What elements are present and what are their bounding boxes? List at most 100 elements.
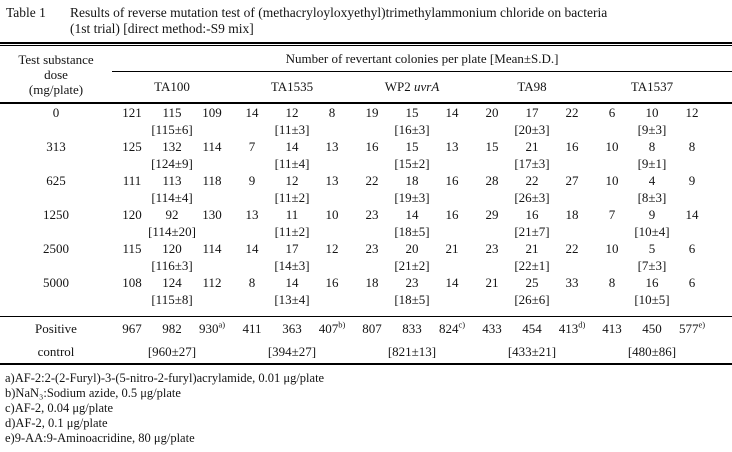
plate-count: 14 — [285, 138, 299, 154]
filler-cell — [712, 172, 732, 189]
plate-count: 33 — [565, 274, 579, 290]
footnote-mark: e) — [698, 319, 706, 330]
plate-count: 930a) — [192, 316, 232, 340]
mean-sd-value: [16±3] — [394, 121, 430, 137]
plate-count: 29 — [485, 206, 499, 222]
plate-count: 18 — [365, 274, 379, 290]
dose-cell — [0, 155, 112, 172]
plate-count: 10 — [605, 172, 619, 188]
dose-cell: 625 — [46, 172, 66, 188]
plate-count: 14 — [445, 104, 459, 120]
plate-count: 14 — [445, 274, 459, 290]
dose-cell — [0, 223, 112, 240]
header-row-1: Test substance dose (mg/plate) Number of… — [0, 46, 732, 104]
mean-sd-row: [124±9] [11±4] [15±2] [17±3] [9±1] — [0, 155, 732, 172]
plate-count: 450 — [632, 316, 672, 340]
plate-count: 125 — [122, 138, 142, 154]
footnotes: a)AF-2:2-(2-Furyl)-3-(5-nitro-2-furyl)ac… — [0, 365, 732, 446]
filler-cell — [712, 121, 732, 138]
plate-count: 363 — [272, 316, 312, 340]
plate-count: 132 — [162, 138, 182, 154]
plate-count: 130 — [202, 206, 222, 222]
results-table: Test substance dose (mg/plate) Number of… — [0, 46, 732, 365]
plate-count: 407b) — [312, 316, 352, 340]
plate-count: 114 — [202, 240, 222, 256]
mean-sd-value: [960±27] — [147, 343, 197, 359]
plate-values-row: 5000 108 124 112 8 14 16 18 23 14 21 25 33 8 16 6 — [0, 274, 732, 291]
mean-sd-value: [116±3] — [151, 257, 193, 273]
plate-count: 8 — [608, 274, 616, 290]
plate-count: 10 — [605, 138, 619, 154]
plate-count: 10 — [325, 206, 339, 222]
plate-count: 14 — [405, 206, 419, 222]
mean-sd-value: [114±4] — [151, 189, 193, 205]
footnote-mark: d) — [578, 319, 586, 330]
strain-header-ta100: TA100 — [112, 71, 232, 104]
plate-values-row: Positive 967 982 930a) 411 363 407b) 807 833 824c… — [0, 316, 732, 340]
plate-count: 21 — [445, 240, 459, 256]
plate-count: 9 — [688, 172, 696, 188]
strain-header-ta1537: TA1537 — [592, 71, 712, 104]
plate-count: 18 — [405, 172, 419, 188]
plate-count: 16 — [525, 206, 539, 222]
plate-count: 22 — [365, 172, 379, 188]
plate-count: 413d) — [552, 316, 592, 340]
mean-sd-value: [114±20] — [148, 223, 196, 239]
dose-cell: Positive — [0, 316, 112, 340]
plate-count: 577e) — [672, 316, 712, 340]
mean-sd-value: [433±21] — [507, 343, 557, 359]
plate-count: 22 — [565, 104, 579, 120]
plate-count: 113 — [162, 172, 182, 188]
mean-sd-value: [15±2] — [394, 155, 430, 171]
plate-count: 114 — [202, 138, 222, 154]
footnote: d)AF-2, 0.1 μg/plate — [5, 416, 108, 430]
plate-count: 10 — [605, 240, 619, 256]
plate-values-row: 2500 115 120 114 14 17 12 23 20 21 23 21 22 10 5 6 — [0, 240, 732, 257]
plate-count: 21 — [525, 240, 539, 256]
footnote: c)AF-2, 0.04 μg/plate — [5, 401, 114, 415]
mean-sd-value: [115±6] — [151, 121, 193, 137]
results-table-body: 0 121 115 109 14 12 8 19 15 14 20 17 22 6 10 12 [115±6][… — [0, 103, 732, 364]
plate-count: 4 — [648, 172, 656, 188]
plate-count: 124 — [162, 274, 182, 290]
mean-sd-row: [116±3] [14±3] [21±2] [22±1] [7±3] — [0, 257, 732, 274]
plate-count: 27 — [565, 172, 579, 188]
dose-cell: control — [37, 343, 75, 359]
plate-count: 15 — [405, 104, 419, 120]
plate-count: 120 — [122, 206, 142, 222]
plate-count: 824c) — [432, 316, 472, 340]
plate-count: 13 — [245, 206, 259, 222]
plate-count: 12 — [285, 104, 299, 120]
plate-count: 11 — [285, 206, 299, 222]
plate-count: 16 — [645, 274, 659, 290]
plate-count: 15 — [485, 138, 499, 154]
plate-count: 433 — [472, 316, 512, 340]
dose-cell: 5000 — [43, 274, 69, 290]
mean-sd-value: [9±3] — [637, 121, 667, 137]
plate-count: 92 — [165, 206, 179, 222]
mean-sd-row: [115±6] [11±3] [16±3] [20±3] [9±3] — [0, 121, 732, 138]
dose-cell — [0, 291, 112, 317]
table-title-label: Table 1 — [6, 5, 46, 20]
plate-count: 982 — [152, 316, 192, 340]
mean-sd-value: [19±3] — [394, 189, 430, 205]
mean-sd-row: [114±4] [11±2] [19±3] [26±3] [8±3] — [0, 189, 732, 206]
footnote: e)9-AA:9-Aminoacridine, 80 μg/plate — [5, 431, 195, 445]
strain-header-ta98: TA98 — [472, 71, 592, 104]
dose-column-header: Test substance dose (mg/plate) — [0, 46, 112, 104]
plate-count: 21 — [485, 274, 499, 290]
mean-sd-value: [9±1] — [637, 155, 667, 171]
plate-count: 12 — [325, 240, 339, 256]
plate-count: 807 — [352, 316, 392, 340]
plate-count: 22 — [525, 172, 539, 188]
footnote-mark: b) — [338, 319, 346, 330]
plate-count: 121 — [122, 104, 142, 120]
mean-sd-value: [821±13] — [387, 343, 437, 359]
mean-sd-value: [11±2] — [274, 189, 310, 205]
footnote: a)AF-2:2-(2-Furyl)-3-(5-nitro-2-furyl)ac… — [5, 371, 325, 385]
plate-count: 17 — [525, 104, 539, 120]
mean-sd-value: [11±3] — [274, 121, 310, 137]
plate-values-row: 1250 120 92 130 13 11 10 23 14 16 29 16 18 7 9 14 — [0, 206, 732, 223]
plate-count: 16 — [445, 172, 459, 188]
plate-count: 120 — [162, 240, 182, 256]
